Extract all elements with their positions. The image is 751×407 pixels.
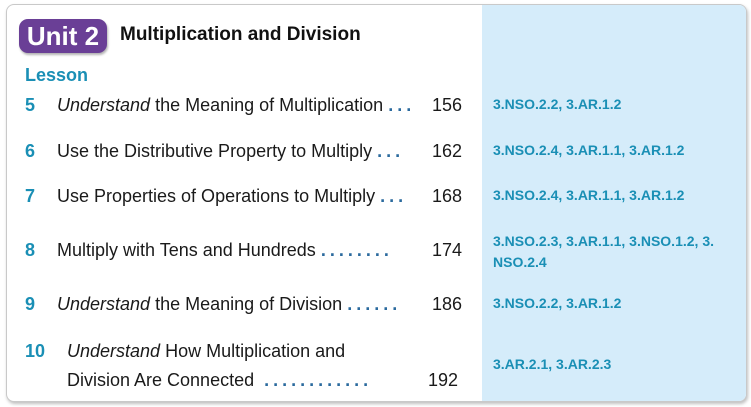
lesson-page: 156: [431, 95, 462, 115]
lesson-title: Use Properties of Operations to Multiply…: [57, 186, 407, 207]
unit-title: Multiplication and Division: [120, 24, 361, 45]
leader-dots: ......: [347, 294, 402, 314]
leader-dots: ............: [264, 370, 373, 390]
lesson-page: 186: [431, 294, 462, 314]
lesson-title-text: Division Are Connected: [67, 370, 255, 390]
lesson-row[interactable]: 10 Understand How Multiplication and Div…: [7, 341, 482, 395]
lesson-page: 192: [427, 370, 458, 390]
lesson-standards: 3.NSO.2.3, 3.AR.1.1, 3.NSO.1.2, 3. NSO.2…: [493, 233, 714, 270]
leader-dots: ...: [380, 186, 408, 206]
lesson-title-line2: Division Are Connected ............: [67, 370, 372, 391]
lesson-number: 7: [25, 186, 36, 206]
lesson-title-text: Use the Distributive Property to Multipl…: [57, 141, 373, 161]
lesson-standards: 3.NSO.2.4, 3.AR.1.1, 3.AR.1.2: [493, 142, 685, 158]
lesson-title-text: Multiply with Tens and Hundreds: [57, 240, 316, 260]
lesson-number: 10: [25, 341, 46, 361]
lesson-title-text: the Meaning of Multiplication: [150, 95, 384, 115]
lesson-number: 5: [25, 95, 36, 115]
lesson-number: 9: [25, 294, 36, 314]
standards-column: [482, 5, 746, 401]
lesson-title: Multiply with Tens and Hundreds ........: [57, 240, 393, 261]
leader-dots: ........: [320, 240, 393, 260]
lesson-page: 174: [431, 240, 462, 260]
lesson-title-italic: Understand: [57, 95, 151, 115]
lesson-standards: 3.NSO.2.4, 3.AR.1.1, 3.AR.1.2: [493, 187, 685, 203]
lesson-title-italic: Understand: [57, 294, 151, 314]
lesson-title-text: How Multiplication and: [160, 341, 346, 361]
lesson-title: Understand How Multiplication and: [67, 341, 345, 362]
lesson-title: Use the Distributive Property to Multipl…: [57, 141, 404, 162]
lesson-title: Understand the Meaning of Division .....…: [57, 294, 401, 315]
lesson-standards: 3.NSO.2.2, 3.AR.1.2: [493, 96, 622, 112]
lesson-page: 168: [431, 186, 462, 206]
lesson-number: 8: [25, 240, 36, 260]
table-of-contents-card: Unit 2 Multiplication and Division Lesso…: [6, 4, 747, 402]
unit-badge: Unit 2: [19, 19, 107, 53]
lesson-number: 6: [25, 141, 36, 161]
lesson-page: 162: [431, 141, 462, 161]
lesson-title-italic: Understand: [67, 341, 161, 361]
leader-dots: ...: [377, 141, 405, 161]
leader-dots: ...: [388, 95, 416, 115]
lesson-standards: 3.AR.2.1, 3.AR.2.3: [493, 356, 612, 372]
lesson-title-text: Use Properties of Operations to Multiply: [57, 186, 376, 206]
lesson-standards: 3.NSO.2.2, 3.AR.1.2: [493, 295, 622, 311]
lesson-title-text: the Meaning of Division: [150, 294, 343, 314]
lesson-title: Understand the Meaning of Multiplication…: [57, 95, 415, 116]
lesson-column-header: Lesson: [25, 65, 89, 85]
